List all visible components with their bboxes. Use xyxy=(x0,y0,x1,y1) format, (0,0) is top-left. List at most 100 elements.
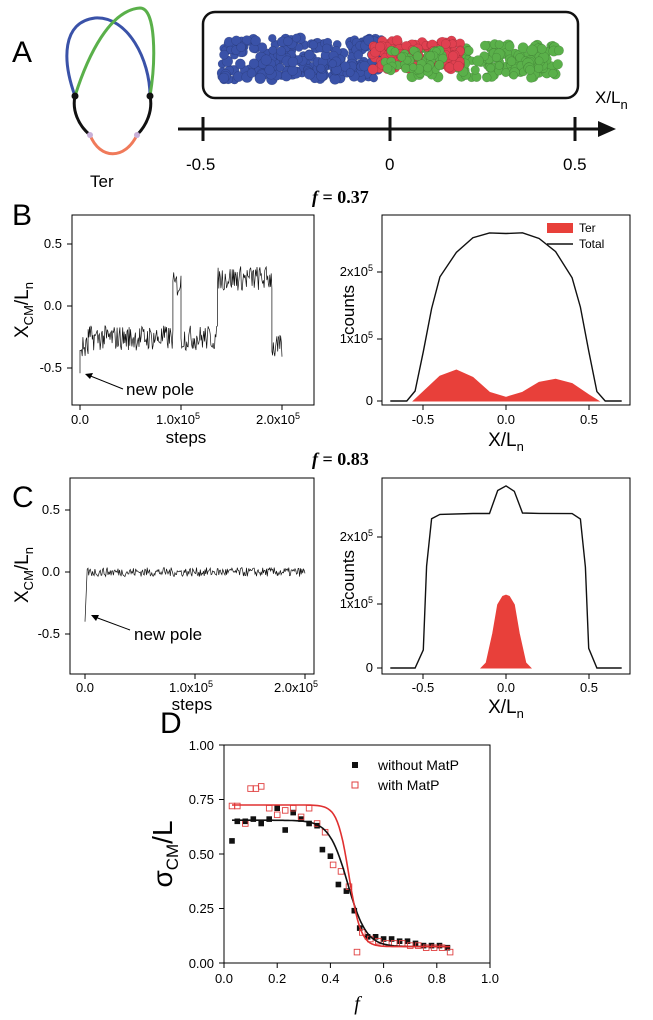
b-right-total-line xyxy=(390,232,622,402)
annotation-arrow-line xyxy=(94,616,131,631)
xtick-label: 0.2 xyxy=(268,971,286,986)
snapshot-bead xyxy=(479,40,490,51)
snapshot-bead xyxy=(453,61,464,72)
point-with-matp xyxy=(329,861,337,869)
point-with-matp xyxy=(273,811,281,819)
snapshot-bead xyxy=(382,63,393,74)
axis-label: X/Ln xyxy=(595,88,628,112)
point-without-matp xyxy=(282,827,288,833)
point-without-matp xyxy=(250,816,257,822)
c-left-plot: 0.5 0.0 -0.5 0.0 1.0x105 2.0x105 steps X… xyxy=(12,477,318,714)
b-left-xticks: 0.0 1.0x105 2.0x105 xyxy=(71,405,300,427)
d-plot: 1.00 0.75 0.50 0.25 0.00 0.0 0.2 0.4 0.6… xyxy=(147,738,499,1015)
legend-ter-label: Ter xyxy=(579,221,596,235)
point-without-matp xyxy=(306,820,312,827)
snapshot-bead xyxy=(482,73,492,83)
snapshot-bead xyxy=(548,68,558,78)
ytick-label: 0.00 xyxy=(189,956,214,971)
snapshot-bead xyxy=(246,68,257,78)
snapshot-bead xyxy=(316,63,326,73)
snapshot-bead xyxy=(552,59,563,70)
d-legend: without MatP with MatP xyxy=(351,757,459,793)
legend-marker-with-matp xyxy=(351,781,359,789)
snapshot-bead xyxy=(367,64,379,75)
snapshot-bead xyxy=(236,42,246,52)
point-without-matp xyxy=(242,818,249,825)
xtick-label: 0.0 xyxy=(497,412,515,427)
point-without-matp xyxy=(380,936,387,942)
xtick-label: 1.0 xyxy=(481,971,499,986)
point-with-matp xyxy=(430,944,438,951)
snapshot-bead xyxy=(353,50,364,60)
xtick-label: 1.0x105 xyxy=(169,679,213,695)
ter-boundary-right xyxy=(134,132,140,138)
ytick-label: 0.5 xyxy=(44,236,62,251)
xtick-label: -0.5 xyxy=(412,680,434,695)
point-without-matp xyxy=(404,938,411,944)
panel-c-title: f = 0.83 xyxy=(312,449,369,469)
ytick-label: 0.0 xyxy=(42,564,60,579)
loop-ter-region xyxy=(88,134,139,156)
panel-a-axis: -0.5 0 0.5 X/Ln xyxy=(178,88,628,174)
snapshot-bead xyxy=(495,61,504,70)
axis-arrowhead xyxy=(598,121,616,137)
snapshot-bead xyxy=(412,51,423,62)
b-right-ter-area xyxy=(412,369,601,402)
axis-tick-label: 0.5 xyxy=(563,155,587,174)
snapshot-bead xyxy=(287,56,299,68)
b-left-frame xyxy=(71,214,315,406)
snapshot-bead xyxy=(425,51,436,61)
point-without-matp xyxy=(319,846,326,853)
snapshot-bead xyxy=(254,72,266,85)
snapshot-bead xyxy=(501,68,511,78)
polymer-snapshot xyxy=(201,10,580,100)
annotation-arrowhead xyxy=(91,615,99,621)
point-without-matp xyxy=(298,816,304,822)
point-with-matp xyxy=(305,804,313,812)
point-with-matp xyxy=(228,802,236,810)
snapshot-bead xyxy=(401,63,411,74)
b-annotation: new pole xyxy=(126,380,194,399)
panel-letter-c: C xyxy=(12,481,34,514)
snapshot-bead xyxy=(275,63,285,72)
ytick-label: -0.5 xyxy=(38,626,60,641)
snapshot-bead xyxy=(391,35,403,46)
c-left-yticks: 0.5 0.0 -0.5 xyxy=(38,502,70,641)
loop-blue-arm xyxy=(65,16,152,97)
xtick-label: 0.6 xyxy=(375,971,393,986)
legend-total-label: Total xyxy=(579,237,604,251)
xtick-label: 1.0x105 xyxy=(156,411,200,427)
b-left-xlabel: steps xyxy=(166,428,207,447)
snapshot-bead xyxy=(390,47,400,56)
b-left-trace xyxy=(79,265,283,374)
panel-letter-d: D xyxy=(160,707,182,740)
c-right-xticks: -0.5 0.0 0.5 xyxy=(412,674,598,695)
snapshot-bead xyxy=(526,44,538,56)
legend-swatch-ter xyxy=(547,223,573,233)
b-right-legend: Ter Total xyxy=(547,221,604,251)
c-left-trace xyxy=(84,566,306,622)
ytick-label: 0 xyxy=(366,393,373,408)
d-xlabel: f xyxy=(354,993,362,1015)
point-with-matp xyxy=(406,942,414,949)
panel-letter-b: B xyxy=(12,199,32,232)
snapshot-bead xyxy=(264,64,275,75)
d-marks xyxy=(228,783,454,956)
point-with-matp xyxy=(297,813,305,821)
d-yticks: 1.00 0.75 0.50 0.25 0.00 xyxy=(189,738,224,971)
b-right-ylabel: counts xyxy=(339,285,358,335)
snapshot-bead xyxy=(534,56,544,66)
point-with-matp xyxy=(353,948,361,956)
snapshot-bead xyxy=(409,63,418,72)
ytick-label: 0 xyxy=(366,660,373,675)
snapshot-bead xyxy=(322,43,332,53)
snapshot-bead xyxy=(292,33,301,43)
point-without-matp xyxy=(290,809,296,816)
snapshot-bead xyxy=(491,52,501,62)
snapshot-bead xyxy=(345,68,355,77)
xtick-label: -0.5 xyxy=(412,412,434,427)
snapshot-bead xyxy=(248,58,260,69)
snapshot-bead xyxy=(448,51,459,62)
c-right-ylabel: counts xyxy=(339,550,358,600)
